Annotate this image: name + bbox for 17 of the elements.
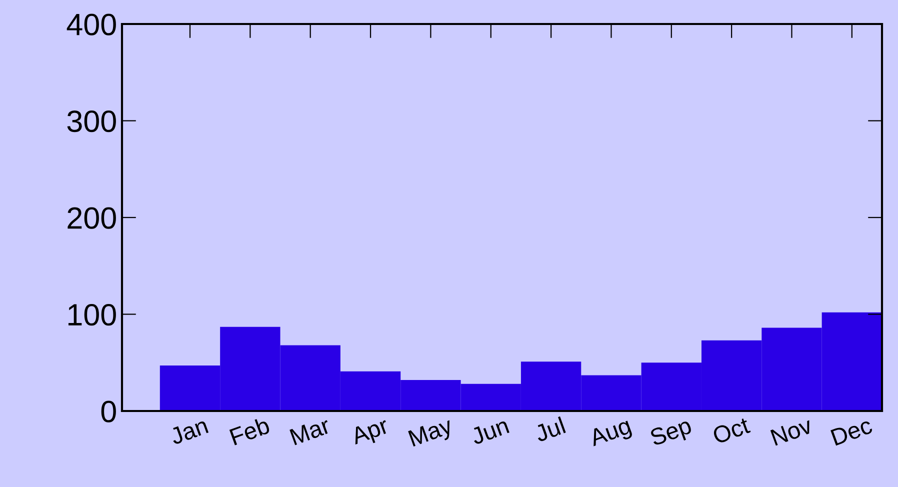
x-tick-label: Oct [712,416,751,444]
x-tick-label: Mar [290,416,332,446]
x-tick-label: Nov [770,416,814,446]
y-tick-label: 200 [68,207,116,229]
y-tick-label: 100 [68,304,116,326]
x-tick-label: Jun [470,417,510,446]
y-tick-label: 400 [66,14,116,36]
x-tick-label: May [408,416,456,452]
x-tick-label: Jul [533,416,566,442]
y-tick-label: 300 [67,110,116,132]
y-tick-label: 0 [101,400,116,422]
x-tick-label: Aug [588,417,634,451]
x-tick-label: Dec [830,416,874,446]
x-tick-label: Sep [649,416,694,451]
x-tick-label: Apr [350,416,392,450]
x-tick-label: Feb [229,416,271,446]
x-tick-label: Jan [168,417,209,446]
